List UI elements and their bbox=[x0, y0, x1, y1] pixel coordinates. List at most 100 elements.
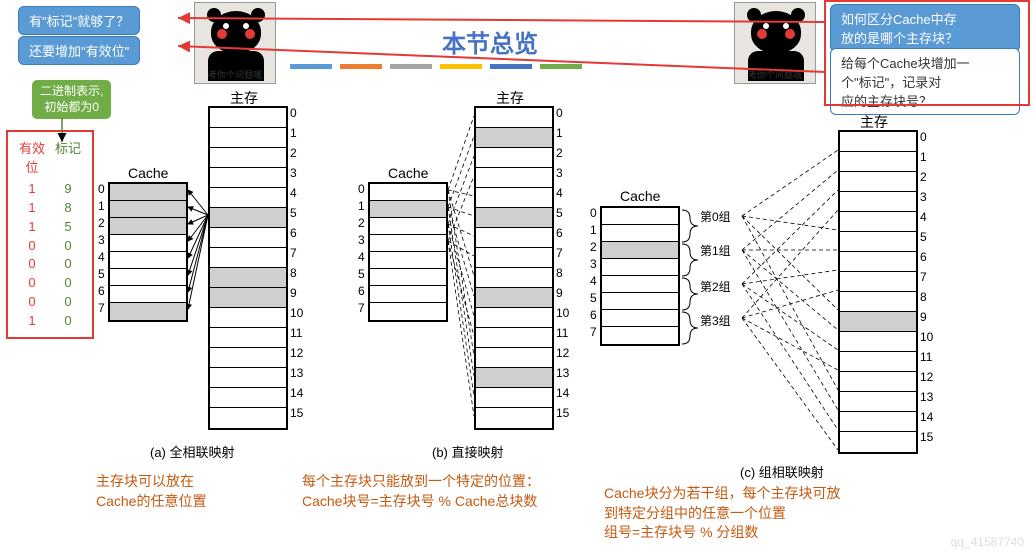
group-3: 第3组 bbox=[700, 312, 731, 329]
block-row bbox=[210, 368, 286, 388]
valid-bit: 1 bbox=[28, 180, 35, 199]
block-row bbox=[840, 152, 916, 172]
mem-label-c: 主存 bbox=[860, 112, 888, 132]
block-row bbox=[370, 235, 446, 252]
bubble-q1: 有"标记"就够了？ bbox=[18, 6, 140, 35]
block-row bbox=[370, 303, 446, 320]
block-row bbox=[476, 408, 552, 428]
row-index: 3 bbox=[556, 166, 563, 180]
row-index: 2 bbox=[358, 216, 365, 230]
block-row bbox=[840, 412, 916, 432]
tag-value: 5 bbox=[64, 218, 71, 237]
group-1: 第1组 bbox=[700, 242, 731, 259]
row-index: 9 bbox=[556, 286, 563, 300]
group-2: 第2组 bbox=[700, 278, 731, 295]
color-bar bbox=[540, 64, 582, 69]
row-index: 2 bbox=[556, 146, 563, 160]
tag-value: 0 bbox=[64, 312, 71, 331]
row-index: 6 bbox=[590, 308, 597, 322]
color-bar-row bbox=[290, 64, 582, 69]
block-row bbox=[210, 208, 286, 228]
valid-bit: 1 bbox=[28, 312, 35, 331]
row-index: 8 bbox=[920, 290, 927, 304]
cache-table-c bbox=[600, 206, 680, 346]
row-index: 11 bbox=[556, 326, 568, 340]
block-row bbox=[840, 192, 916, 212]
row-index: 5 bbox=[590, 291, 597, 305]
row-index: 7 bbox=[920, 270, 927, 284]
block-row bbox=[476, 108, 552, 128]
block-row bbox=[840, 172, 916, 192]
row-index: 5 bbox=[920, 230, 927, 244]
tag-value: 9 bbox=[64, 180, 71, 199]
block-row bbox=[370, 201, 446, 218]
row-index: 15 bbox=[920, 430, 933, 444]
mem-table-c bbox=[838, 130, 918, 454]
block-row bbox=[476, 268, 552, 288]
row-index: 7 bbox=[98, 301, 105, 315]
tag-header: 标记 bbox=[55, 138, 81, 176]
block-row bbox=[476, 368, 552, 388]
cache-label-c: Cache bbox=[620, 188, 660, 204]
valid-bit-table: 有效 位 标记 1918150000000010 bbox=[6, 130, 94, 339]
cache-table-a bbox=[108, 182, 188, 322]
block-row bbox=[210, 388, 286, 408]
row-index: 0 bbox=[290, 106, 297, 120]
row-index: 12 bbox=[290, 346, 303, 360]
row-index: 0 bbox=[590, 206, 597, 220]
row-index: 4 bbox=[98, 250, 105, 264]
row-index: 1 bbox=[290, 126, 297, 140]
block-row bbox=[210, 168, 286, 188]
row-index: 11 bbox=[290, 326, 302, 340]
block-row bbox=[476, 308, 552, 328]
section-title: 本节总览 bbox=[442, 24, 538, 59]
cache-label-a: Cache bbox=[128, 165, 168, 181]
tag-value: 0 bbox=[64, 255, 71, 274]
valid-bit: 0 bbox=[28, 274, 35, 293]
row-index: 7 bbox=[358, 301, 365, 315]
block-row bbox=[840, 392, 916, 412]
row-index: 5 bbox=[290, 206, 297, 220]
row-index: 6 bbox=[920, 250, 927, 264]
block-row bbox=[110, 269, 186, 286]
row-index: 0 bbox=[358, 182, 365, 196]
block-row bbox=[840, 212, 916, 232]
block-row bbox=[210, 228, 286, 248]
row-index: 15 bbox=[556, 406, 569, 420]
block-row bbox=[840, 312, 916, 332]
block-row bbox=[210, 328, 286, 348]
block-row bbox=[370, 184, 446, 201]
row-index: 2 bbox=[920, 170, 927, 184]
row-index: 5 bbox=[98, 267, 105, 281]
row-index: 8 bbox=[290, 266, 297, 280]
row-index: 10 bbox=[290, 306, 303, 320]
caption-b: (b) 直接映射 bbox=[432, 442, 504, 461]
row-index: 10 bbox=[556, 306, 569, 320]
block-row bbox=[110, 218, 186, 235]
row-index: 7 bbox=[590, 325, 597, 339]
red-highlight-box bbox=[824, 0, 1030, 106]
row-index: 4 bbox=[590, 274, 597, 288]
cache-label-b: Cache bbox=[388, 165, 428, 181]
tag-value: 8 bbox=[64, 199, 71, 218]
row-index: 14 bbox=[556, 386, 569, 400]
row-index: 2 bbox=[98, 216, 105, 230]
block-row bbox=[476, 188, 552, 208]
row-index: 9 bbox=[920, 310, 927, 324]
block-row bbox=[210, 348, 286, 368]
block-row bbox=[840, 372, 916, 392]
bear-image-left: 考你个问题哦 bbox=[194, 2, 276, 84]
block-row bbox=[210, 308, 286, 328]
block-row bbox=[110, 184, 186, 201]
valid-bit: 1 bbox=[28, 218, 35, 237]
block-row bbox=[602, 293, 678, 310]
block-row bbox=[370, 286, 446, 303]
block-row bbox=[840, 432, 916, 452]
row-index: 6 bbox=[556, 226, 563, 240]
row-index: 6 bbox=[358, 284, 365, 298]
row-index: 4 bbox=[358, 250, 365, 264]
block-row bbox=[602, 225, 678, 242]
valid-bit: 0 bbox=[28, 237, 35, 256]
block-row bbox=[602, 276, 678, 293]
color-bar bbox=[390, 64, 432, 69]
